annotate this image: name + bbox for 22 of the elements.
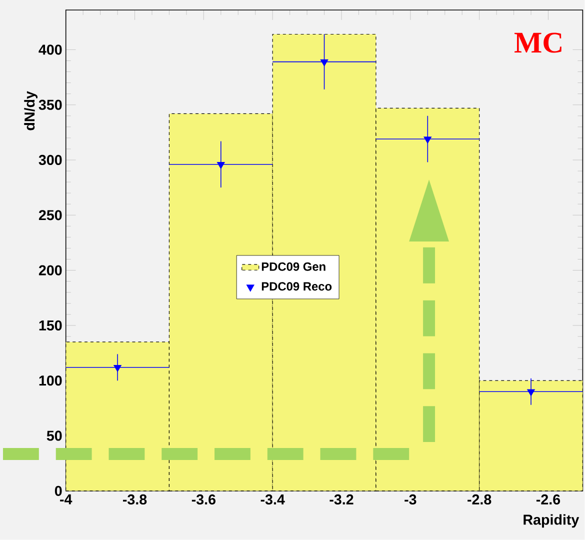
- x-tick-label: -2.8: [468, 494, 492, 505]
- x-tick-label: -3.2: [330, 494, 354, 505]
- x-tick-label: -3.6: [192, 494, 216, 505]
- y-tick-label: 400: [38, 44, 62, 55]
- x-axis-title: Rapidity: [524, 514, 580, 528]
- x-tick-label: -4: [60, 494, 72, 504]
- y-axis-title: dN/dy: [24, 91, 38, 130]
- y-tick-label: 50: [46, 430, 62, 441]
- x-tick-label: -3: [404, 494, 416, 505]
- y-tick-label: 350: [38, 100, 62, 110]
- legend-label: PDC09 Reco: [262, 282, 332, 291]
- annotation: MC: [514, 32, 562, 53]
- x-tick-label: -2.6: [536, 494, 560, 505]
- y-tick-label: 250: [38, 210, 62, 220]
- y-tick-label: 100: [39, 376, 62, 386]
- y-tick-label: 200: [38, 265, 62, 276]
- y-tick-label: 0: [54, 486, 62, 496]
- y-tick-label: 150: [39, 320, 62, 331]
- legend-label: PDC09 Gen: [262, 262, 326, 271]
- x-tick-label: -3.8: [122, 494, 147, 505]
- x-tick-label: -3.4: [260, 494, 285, 505]
- y-tick-label: 300: [38, 155, 62, 166]
